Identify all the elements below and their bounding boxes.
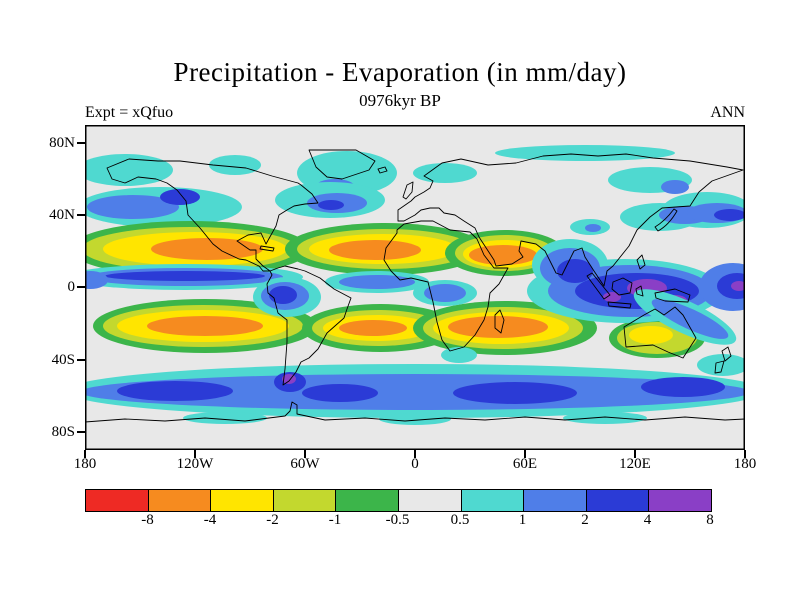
lat-tick: [77, 359, 85, 361]
lon-tick-label-120e: 120E: [619, 456, 651, 472]
coast-madagascar: [494, 309, 505, 334]
lat-tick-label-40n: 40N: [49, 207, 75, 223]
colorbar-label: -2: [266, 512, 279, 528]
lon-tick-label-120w: 120W: [176, 456, 214, 472]
lat-tick-label-80s: 80S: [51, 424, 75, 440]
colorbar-label: 8: [706, 512, 714, 528]
coast-japan: [654, 208, 678, 232]
lon-tick-label-180e: 180: [733, 456, 757, 472]
figure-title: Precipitation - Evaporation (in mm/day): [173, 57, 627, 87]
colorbar-cell-red: [86, 490, 149, 511]
colorbar-label: -8: [141, 512, 154, 528]
colorbar-cell-blue: [524, 490, 587, 511]
lat-tick-label-80n: 80N: [49, 135, 75, 151]
colorbar-cell-orange: [148, 490, 212, 511]
colorbar-cell-dblue: [586, 490, 650, 511]
lon-tick-label-60w: 60W: [290, 456, 320, 472]
lon-tick-label-60e: 60E: [512, 456, 538, 472]
colorbar-cell-yellow: [211, 490, 274, 511]
lon-tick: [744, 450, 746, 458]
colorbar-label: 2: [581, 512, 589, 528]
colorbar-label: 4: [643, 512, 652, 528]
coast-philippines: [636, 254, 646, 270]
colorbar-cell-cyan: [461, 490, 525, 511]
coast-antarctica: [84, 401, 746, 423]
colorbar-label: 0.5: [450, 512, 470, 528]
coast-iceland: [377, 166, 388, 174]
coast-sumatra: [586, 272, 611, 300]
lat-tick: [77, 214, 85, 216]
colorbar-cell-green: [336, 490, 399, 511]
figure-subtitle: 0976kyr BP: [359, 91, 441, 110]
lat-tick-label-0: 0: [67, 279, 76, 295]
colorbar-label: -1: [328, 512, 342, 528]
lon-tick-label-180w: 180: [73, 456, 97, 472]
colorbar-labels: -8 -4 -2 -1 -0.5 0.5 1 2 4 8: [85, 512, 714, 532]
coast-sulawesi: [635, 285, 644, 297]
lat-tick: [77, 431, 85, 433]
pe-contour-map: [65, 125, 767, 450]
colorbar-cell-purple: [649, 490, 711, 511]
colorbar-label: -0.5: [385, 512, 410, 528]
coast-british-isles: [402, 181, 414, 200]
coast-africa: [383, 220, 509, 352]
coast-eurasia: [397, 153, 744, 287]
lon-tick: [634, 450, 636, 458]
lat-tick: [77, 286, 85, 288]
map-frame: [85, 125, 745, 450]
colorbar: [85, 489, 712, 512]
colorbar-label: 1: [518, 512, 527, 528]
pe-field: [65, 145, 767, 425]
season-label: ANN: [710, 104, 745, 121]
coast-south-america: [266, 265, 352, 386]
colorbar-cell-ygreen: [273, 490, 337, 511]
lat-tick-label-40s: 40S: [51, 352, 75, 368]
map-plot: [65, 125, 767, 450]
lon-tick-label-0: 0: [411, 456, 419, 472]
coast-new-zealand-south: [714, 360, 725, 374]
coast-cuba: [259, 245, 275, 252]
coast-borneo: [611, 277, 633, 296]
coastlines: [84, 149, 746, 423]
lon-tick: [194, 450, 196, 458]
lon-tick: [304, 450, 306, 458]
colorbar-cell-gray: [398, 490, 462, 511]
coast-north-america: [106, 158, 319, 272]
lat-tick: [77, 142, 85, 144]
lon-tick: [414, 450, 416, 458]
lon-tick: [524, 450, 526, 458]
coast-new-zealand-north: [721, 346, 732, 362]
coast-australia: [623, 306, 697, 359]
coast-new-guinea: [654, 288, 691, 303]
coast-greenland: [308, 149, 376, 180]
lon-tick: [84, 450, 86, 458]
experiment-label: Expt = xQfuo: [85, 104, 174, 121]
coast-java: [607, 301, 632, 309]
colorbar-label: -4: [203, 512, 217, 528]
